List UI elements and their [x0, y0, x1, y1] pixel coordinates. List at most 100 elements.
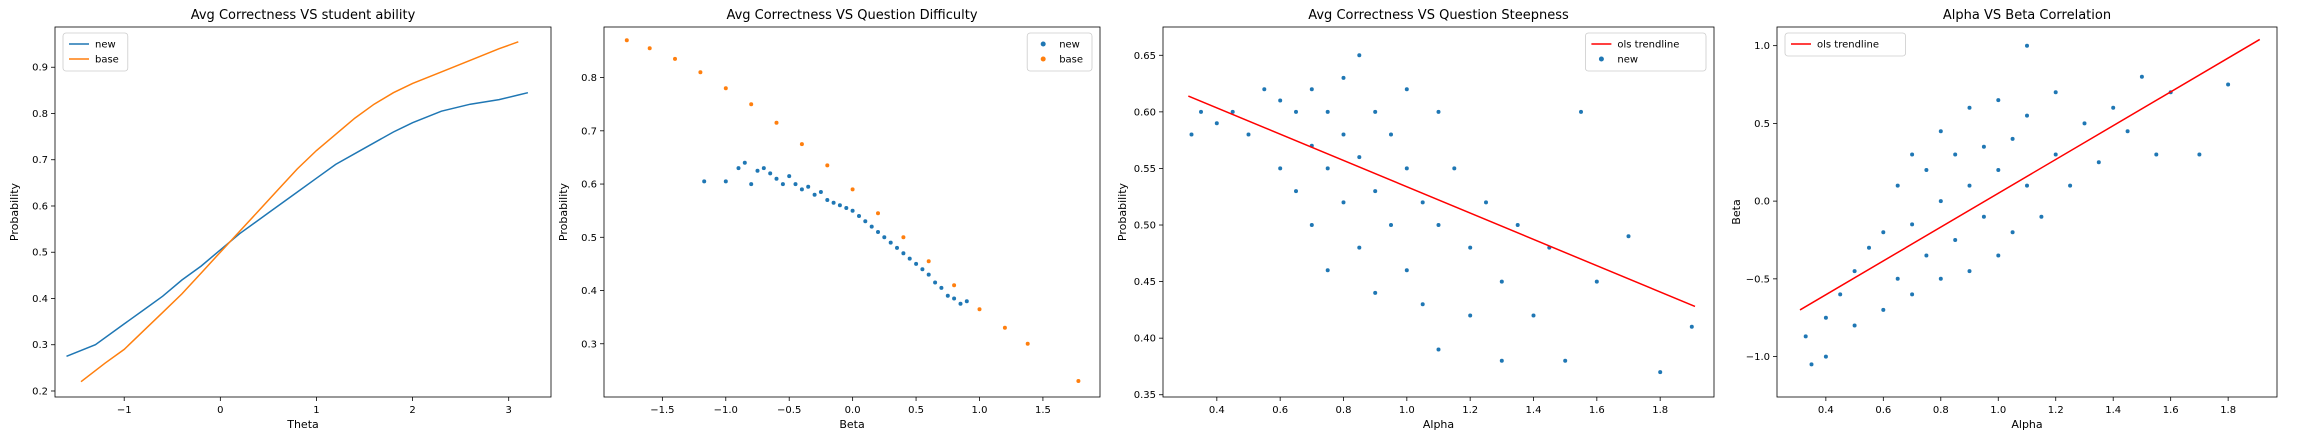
data-point: [1246, 132, 1251, 137]
y-tick-label: 0.6: [581, 180, 597, 191]
data-point: [1436, 223, 1441, 227]
legend-box: [62, 32, 129, 72]
x-tick-label: 1.6: [1589, 405, 1605, 416]
chart-3: 0.4 0.6 0.8 1.0 1.2 1.4 1.6 1.8 0.35 0.40 0.45 0.50…: [1116, 8, 1715, 431]
data-point: [2226, 82, 2231, 87]
data-point: [723, 179, 728, 184]
y-tick-label: 0.5: [581, 233, 597, 244]
y-tick-label: 0.0: [1754, 197, 1770, 208]
data-point: [698, 70, 703, 75]
chart-title: Avg Correctness VS Question Steepness: [1308, 8, 1569, 23]
x-tick-label: 0.8: [1933, 405, 1949, 416]
data-point: [1278, 98, 1283, 103]
data-point: [1294, 109, 1298, 114]
legend-swatch-dot: [1598, 56, 1604, 62]
x-axis-label: Theta: [286, 418, 319, 431]
x-tick-label: 1: [313, 405, 319, 416]
data-point: [793, 182, 798, 187]
data-point: [952, 283, 957, 288]
data-point: [736, 166, 741, 171]
legend-swatch-dot: [1040, 56, 1046, 62]
data-point: [825, 163, 830, 168]
data-point: [914, 261, 919, 266]
y-axis-label: Probability: [1116, 182, 1129, 241]
legend-swatch-dot: [1040, 41, 1046, 47]
data-point: [1309, 87, 1314, 92]
data-point: [1953, 152, 1958, 157]
legend-box: [1784, 32, 1906, 57]
y-tick-label: 0.7: [32, 155, 48, 166]
data-point: [755, 168, 760, 173]
data-point: [1025, 341, 1030, 346]
data-point: [1881, 307, 1886, 312]
data-point: [1389, 132, 1393, 137]
series-points: [1803, 43, 2231, 367]
data-point: [1404, 87, 1409, 92]
trendline: [1188, 95, 1696, 308]
data-point: [2025, 183, 2029, 188]
data-point: [1189, 132, 1194, 137]
y-tick-label: 0.40: [1134, 334, 1156, 345]
data-point: [1420, 302, 1425, 307]
data-point: [837, 203, 842, 208]
data-point: [1594, 279, 1599, 284]
x-tick-label: 1.8: [1652, 405, 1668, 416]
x-tick-label: 1.4: [2105, 405, 2121, 416]
data-point: [2053, 152, 2058, 157]
data-point: [888, 240, 893, 245]
axes-frame: [1162, 26, 1715, 398]
data-point: [876, 211, 880, 216]
data-point: [831, 200, 836, 205]
x-tick-label: 0.0: [845, 405, 861, 416]
data-point: [1341, 200, 1346, 205]
data-point: [895, 245, 899, 250]
data-point: [1357, 245, 1362, 250]
x-tick-label: 0: [217, 405, 223, 416]
data-point: [857, 214, 861, 218]
x-tick-label: 1.8: [2220, 405, 2236, 416]
data-point: [1436, 109, 1441, 114]
x-tick-label: −1.0: [714, 405, 738, 416]
data-point: [1404, 166, 1409, 171]
data-point: [1468, 245, 1473, 250]
data-point: [1579, 109, 1583, 114]
y-tick-label: 0.8: [581, 73, 597, 84]
data-point: [1373, 290, 1378, 295]
x-axis-label: Alpha: [2011, 418, 2042, 431]
data-point: [1420, 200, 1425, 205]
y-tick-label: 0.2: [32, 386, 48, 397]
series-line: [80, 41, 519, 383]
chart-2: −1.5 −1.0 −0.5 0.0 0.5 1.0 1.5 0.3 0.4 0.5 0.6 0.7 0…: [557, 8, 1101, 431]
y-tick-label: 0.65: [1134, 51, 1156, 62]
y-tick-label: 0.4: [32, 294, 48, 305]
y-tick-label: 0.7: [581, 126, 597, 137]
data-point: [1076, 379, 1081, 383]
data-point: [1938, 129, 1943, 134]
data-point: [1823, 315, 1828, 320]
data-point: [1823, 354, 1828, 359]
data-point: [1373, 189, 1378, 194]
data-point: [2154, 152, 2159, 157]
data-point: [1294, 189, 1298, 194]
data-point: [1278, 166, 1283, 171]
data-point: [742, 160, 747, 165]
data-point: [825, 198, 830, 202]
y-tick-label: −0.5: [1746, 274, 1770, 285]
x-tick-label: 0.6: [1272, 405, 1288, 416]
y-tick-label: 0.35: [1134, 390, 1156, 401]
x-tick-label: −1: [117, 405, 132, 416]
y-tick-label: −1.0: [1746, 352, 1770, 363]
data-point: [780, 182, 785, 187]
data-point: [1002, 325, 1007, 330]
data-point: [1867, 245, 1871, 250]
data-point: [1689, 324, 1694, 329]
data-point: [768, 171, 773, 176]
legend-entry-label: ols trendline: [1617, 40, 1679, 51]
y-tick-label: 0.5: [1754, 119, 1770, 130]
data-point: [2139, 74, 2144, 79]
data-point: [1309, 223, 1314, 227]
legend: ols trendline new: [1585, 32, 1707, 72]
data-point: [2025, 113, 2029, 118]
data-point: [1881, 230, 1886, 235]
x-tick-label: 0.6: [1875, 405, 1891, 416]
